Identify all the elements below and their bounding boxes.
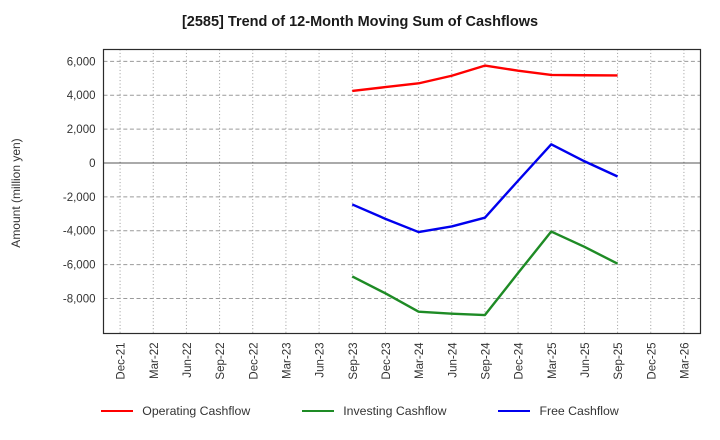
x-tick-label: Mar-24 bbox=[414, 342, 426, 379]
legend-line-icon-operating bbox=[101, 410, 134, 412]
legend-line-icon-investing bbox=[302, 410, 335, 412]
x-tick-label: Sep-25 bbox=[613, 343, 625, 380]
x-tick-label: Sep-23 bbox=[348, 343, 360, 380]
legend-label-operating: Operating Cashflow bbox=[142, 404, 251, 418]
x-tick-label: Mar-22 bbox=[149, 343, 161, 379]
x-tick-labels: Dec-21 Mar-22 Jun-22 Sep-22 Dec-22 Mar-23 Jun-… bbox=[116, 342, 692, 380]
y-tick-label: 2,000 bbox=[67, 124, 96, 136]
y-tick-label: 6,000 bbox=[67, 56, 96, 68]
y-tick-label: -6,000 bbox=[63, 260, 96, 272]
series-line-investing-cashflow bbox=[351, 230, 619, 317]
x-tick-label: Dec-25 bbox=[646, 343, 658, 380]
legend-line-icon-free bbox=[498, 410, 531, 412]
x-tick-label: Mar-25 bbox=[547, 343, 559, 379]
y-tick-label: -4,000 bbox=[63, 226, 96, 238]
y-tick-label: 0 bbox=[89, 158, 95, 170]
series-line-operating-cashflow bbox=[352, 64, 618, 93]
x-tick-label: Dec-21 bbox=[116, 343, 128, 380]
plot-frame bbox=[102, 48, 702, 335]
y-tick-label: 4,000 bbox=[67, 90, 96, 102]
x-tick-label: Jun-25 bbox=[580, 343, 592, 378]
x-tick-label: Dec-24 bbox=[514, 342, 526, 380]
x-tick-label: Dec-23 bbox=[381, 343, 393, 380]
axis-layer bbox=[102, 48, 702, 335]
x-tick-label: Jun-23 bbox=[315, 343, 327, 378]
y-tick-label: -8,000 bbox=[63, 293, 96, 305]
x-tick-label: Sep-22 bbox=[215, 343, 227, 380]
x-tick-label: Sep-24 bbox=[480, 342, 492, 380]
y-tick-labels: 6,000 4,000 2,000 0 -2,000 -4,000 -6,000 -8,000 bbox=[63, 56, 96, 305]
x-tick-label: Dec-22 bbox=[248, 343, 260, 380]
chart-legend: Operating Cashflow Investing Cashflow Fr… bbox=[0, 404, 720, 418]
grid-layer bbox=[103, 49, 701, 334]
chart-title: [2585] Trend of 12-Month Moving Sum of C… bbox=[181, 14, 539, 30]
x-tick-label: Mar-23 bbox=[281, 343, 293, 379]
x-tick-label: Jun-24 bbox=[447, 342, 459, 378]
legend-label-free: Free Cashflow bbox=[539, 404, 619, 418]
legend-item-operating-cashflow[interactable]: Operating Cashflow bbox=[101, 404, 250, 418]
legend-item-investing-cashflow[interactable]: Investing Cashflow bbox=[302, 404, 446, 418]
x-tick-label: Mar-26 bbox=[679, 343, 691, 379]
series-layer bbox=[351, 64, 619, 317]
legend-item-free-cashflow[interactable]: Free Cashflow bbox=[498, 404, 619, 418]
series-line-free-cashflow bbox=[351, 143, 619, 234]
x-tick-label: Jun-22 bbox=[182, 343, 194, 378]
y-tick-label: -2,000 bbox=[63, 192, 96, 204]
legend-label-investing: Investing Cashflow bbox=[343, 404, 447, 418]
